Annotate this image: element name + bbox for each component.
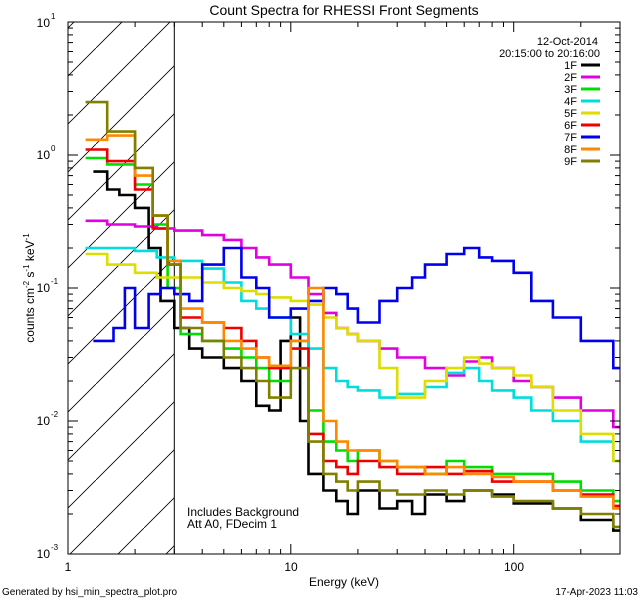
legend-label-2F: 2F [564, 72, 577, 84]
svg-text:10: 10 [37, 281, 51, 295]
legend-label-4F: 4F [564, 96, 577, 108]
svg-text:0: 0 [51, 144, 56, 153]
y-tick-label-1e-3: 10 -3 [37, 543, 59, 561]
series-line-8F [85, 134, 620, 510]
y-tick-label-1e-1: 10 -1 [37, 277, 59, 295]
y-tick-label-1e-2: 10 -2 [37, 410, 59, 428]
attenuator-hatch-region [68, 22, 175, 554]
svg-text:1: 1 [51, 12, 56, 21]
legend-label-3F: 3F [564, 84, 577, 96]
series-line-7F [93, 246, 620, 370]
date-label: 12-Oct-2014 [537, 36, 598, 48]
y-axis-ticks [68, 27, 620, 555]
svg-text:10: 10 [37, 547, 51, 561]
svg-text:10: 10 [37, 414, 51, 428]
legend-label-1F: 1F [564, 60, 577, 72]
annotation-background: Includes Background [187, 505, 299, 519]
footer-generated-by: Generated by hsi_min_spectra_plot.pro [2, 587, 178, 598]
legend-label-9F: 9F [564, 156, 577, 168]
svg-text:-1: -1 [51, 277, 59, 286]
legend-label-7F: 7F [564, 132, 577, 144]
x-axis-label: Energy (keV) [309, 575, 379, 589]
legend-label-8F: 8F [564, 144, 577, 156]
annotation-attenuator: Att A0, FDecim 1 [187, 517, 277, 531]
svg-text:10: 10 [37, 148, 51, 162]
y-axis-label: counts cm-2 s-1 keV-1 [22, 233, 37, 343]
y-tick-label-1e1: 10 1 [37, 12, 56, 30]
x-tick-label-10: 10 [284, 560, 298, 574]
x-tick-label-1: 1 [65, 560, 72, 574]
series-group [85, 100, 620, 532]
x-axis-ticks [67, 22, 621, 554]
legend-label-5F: 5F [564, 108, 577, 120]
x-tick-label-100: 100 [504, 560, 524, 574]
svg-text:-3: -3 [51, 543, 59, 552]
y-tick-label-1e0: 10 0 [37, 144, 56, 162]
svg-text:10: 10 [37, 16, 51, 30]
svg-text:-2: -2 [51, 410, 59, 419]
legend-label-6F: 6F [564, 120, 577, 132]
chart-title: Count Spectra for RHESSI Front Segments [209, 2, 478, 18]
series-line-9F [85, 100, 620, 529]
footer-timestamp: 17-Apr-2023 11:03 [555, 587, 638, 598]
time-range-label: 20:15:00 to 20:16:00 [499, 48, 600, 60]
